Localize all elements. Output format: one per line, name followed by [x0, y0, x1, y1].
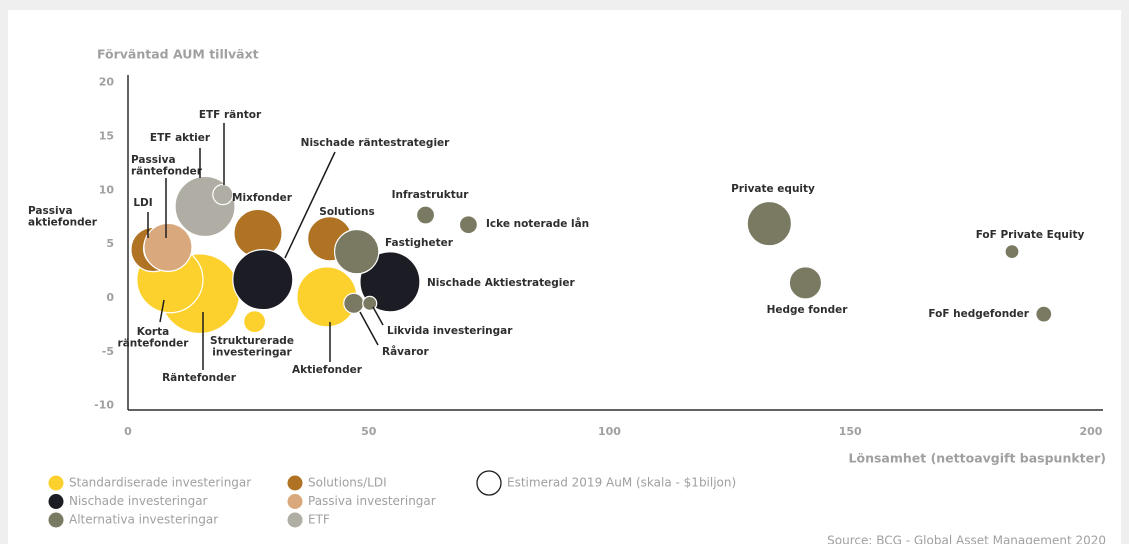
bubble — [788, 266, 823, 300]
x-axis-title: Lönsamhet (nettoavgift baspunkter) — [849, 451, 1106, 466]
bubble-label: Korta — [137, 326, 169, 338]
leader-line — [284, 151, 336, 259]
legend-marker — [48, 475, 64, 491]
bubble-label: Aktiefonder — [292, 364, 363, 376]
y-tick-label: 20 — [99, 76, 115, 89]
bubble-label: LDI — [133, 197, 152, 209]
x-tick-label: 50 — [361, 425, 377, 438]
x-tick-label: 0 — [124, 425, 132, 438]
x-tick-label: 150 — [839, 425, 862, 438]
legend-marker — [287, 512, 303, 528]
y-axis-title: Förväntad AUM tillväxt — [97, 47, 259, 62]
x-tick-label: 200 — [1079, 425, 1102, 438]
bubble-label: ETF aktier — [150, 132, 211, 144]
bubble-label: Passiva — [28, 205, 73, 217]
bubble-label: ETF räntor — [199, 109, 262, 121]
bubble — [333, 228, 380, 275]
bubble — [415, 205, 436, 225]
bubble-label: Räntefonder — [162, 372, 237, 384]
bubble — [143, 222, 193, 272]
bubble — [1004, 244, 1020, 260]
leader-line — [159, 299, 165, 323]
bubble — [343, 292, 365, 315]
bubble-label: Passiva — [131, 154, 176, 166]
legend-label: Passiva investeringar — [308, 494, 436, 508]
bubble-label: Solutions — [319, 206, 374, 218]
legend-label: Solutions/LDI — [308, 476, 387, 490]
bubble-label: Råvaror — [382, 345, 429, 358]
bubble-label: Mixfonder — [232, 192, 293, 204]
x-tick-label: 100 — [598, 425, 621, 438]
bubble-label: Nischade Aktiestrategier — [427, 277, 575, 289]
leader-line — [372, 306, 384, 326]
bubble — [359, 251, 421, 313]
bubble-label: FoF hedgefonder — [928, 308, 1029, 320]
bubble-label: FoF Private Equity — [976, 229, 1085, 241]
legend-label: Nischade investeringar — [69, 494, 208, 508]
bubble-label: Fastigheter — [385, 237, 454, 249]
bubble — [362, 295, 378, 311]
bubble-label: Infrastruktur — [392, 189, 470, 201]
y-tick-label: 10 — [99, 183, 115, 196]
y-tick-label: -10 — [94, 399, 114, 412]
bubble-label: Hedge fonder — [767, 304, 849, 316]
bubble — [1035, 305, 1053, 323]
bubble-label: räntefonder — [131, 166, 203, 178]
bubble-label: investeringar — [212, 347, 292, 359]
y-tick-label: 5 — [106, 237, 114, 250]
bubble — [243, 310, 267, 334]
legend-marker — [287, 494, 303, 509]
bubble-label: Private equity — [731, 183, 815, 195]
legend-marker — [287, 475, 303, 491]
y-tick-label: 15 — [99, 129, 114, 142]
bubble-label: Icke noterade lån — [486, 217, 589, 230]
bubble-label: Likvida investeringar — [387, 325, 513, 337]
bubble-label: räntefonder — [118, 338, 190, 350]
legend-label: Alternativa investeringar — [69, 513, 218, 527]
bubble — [232, 249, 294, 311]
y-tick-label: -5 — [102, 345, 114, 358]
bubble — [746, 200, 793, 247]
bubble — [212, 183, 234, 206]
y-tick-label: 0 — [106, 291, 114, 304]
leader-line — [359, 311, 379, 346]
legend-label: ETF — [308, 513, 330, 527]
bubble-label: Strukturerade — [210, 335, 294, 347]
size-legend-label: Estimerad 2019 AuM (skala - $1biljon) — [507, 476, 736, 490]
legend-label: Standardiserade investeringar — [69, 476, 251, 490]
legend-marker — [48, 512, 64, 528]
bubble — [458, 215, 478, 235]
source: Source: BCG - Global Asset Management 20… — [827, 534, 1106, 544]
legend-marker — [48, 494, 64, 509]
bubble-label: aktiefonder — [28, 217, 98, 229]
bubble-label: Nischade räntestrategier — [301, 137, 451, 149]
size-legend-marker — [476, 470, 502, 496]
